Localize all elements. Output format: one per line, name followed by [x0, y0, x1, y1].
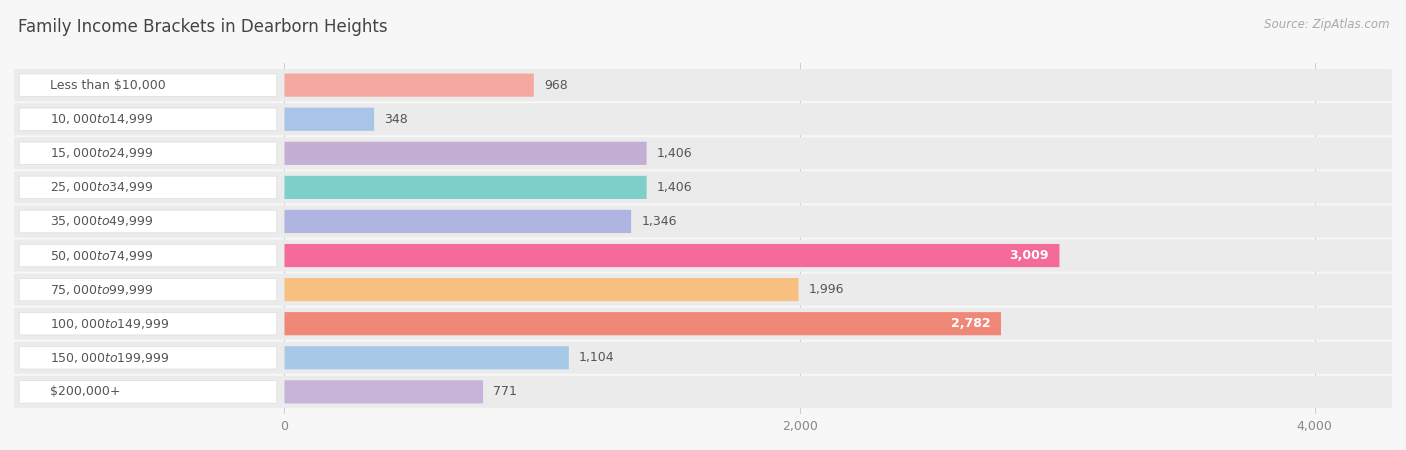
FancyBboxPatch shape [284, 312, 1001, 335]
FancyBboxPatch shape [20, 346, 277, 369]
FancyBboxPatch shape [20, 74, 277, 96]
FancyBboxPatch shape [14, 308, 1392, 340]
Text: 968: 968 [544, 79, 568, 92]
Text: 1,346: 1,346 [641, 215, 676, 228]
Text: 2,782: 2,782 [950, 317, 991, 330]
Text: 1,406: 1,406 [657, 181, 693, 194]
FancyBboxPatch shape [20, 244, 277, 267]
FancyBboxPatch shape [284, 142, 647, 165]
Text: Source: ZipAtlas.com: Source: ZipAtlas.com [1264, 18, 1389, 31]
FancyBboxPatch shape [284, 210, 631, 233]
Text: 1,104: 1,104 [579, 351, 614, 364]
Text: Family Income Brackets in Dearborn Heights: Family Income Brackets in Dearborn Heigh… [18, 18, 388, 36]
Text: 1,406: 1,406 [657, 147, 693, 160]
FancyBboxPatch shape [14, 137, 1392, 169]
FancyBboxPatch shape [14, 376, 1392, 408]
Text: 348: 348 [384, 113, 408, 126]
FancyBboxPatch shape [14, 274, 1392, 306]
FancyBboxPatch shape [284, 176, 647, 199]
FancyBboxPatch shape [20, 176, 277, 198]
FancyBboxPatch shape [284, 278, 799, 301]
FancyBboxPatch shape [284, 73, 534, 97]
FancyBboxPatch shape [284, 380, 484, 404]
FancyBboxPatch shape [20, 108, 277, 130]
FancyBboxPatch shape [20, 279, 277, 301]
Text: 3,009: 3,009 [1010, 249, 1049, 262]
FancyBboxPatch shape [14, 239, 1392, 271]
FancyBboxPatch shape [20, 142, 277, 165]
Text: 1,996: 1,996 [808, 283, 845, 296]
Text: $35,000 to $49,999: $35,000 to $49,999 [51, 215, 153, 229]
FancyBboxPatch shape [20, 312, 277, 335]
FancyBboxPatch shape [284, 244, 1060, 267]
Text: $10,000 to $14,999: $10,000 to $14,999 [51, 112, 153, 126]
FancyBboxPatch shape [14, 206, 1392, 238]
Text: $75,000 to $99,999: $75,000 to $99,999 [51, 283, 153, 297]
Text: Less than $10,000: Less than $10,000 [51, 79, 166, 92]
FancyBboxPatch shape [14, 69, 1392, 101]
Text: $25,000 to $34,999: $25,000 to $34,999 [51, 180, 153, 194]
FancyBboxPatch shape [14, 103, 1392, 135]
Text: $100,000 to $149,999: $100,000 to $149,999 [51, 317, 170, 331]
Text: $200,000+: $200,000+ [51, 385, 121, 398]
Text: 771: 771 [494, 385, 517, 398]
FancyBboxPatch shape [284, 346, 569, 369]
FancyBboxPatch shape [20, 210, 277, 233]
FancyBboxPatch shape [14, 171, 1392, 203]
Text: $150,000 to $199,999: $150,000 to $199,999 [51, 351, 170, 365]
Text: $15,000 to $24,999: $15,000 to $24,999 [51, 146, 153, 160]
FancyBboxPatch shape [284, 108, 374, 131]
Text: $50,000 to $74,999: $50,000 to $74,999 [51, 248, 153, 262]
FancyBboxPatch shape [20, 381, 277, 403]
FancyBboxPatch shape [14, 342, 1392, 374]
